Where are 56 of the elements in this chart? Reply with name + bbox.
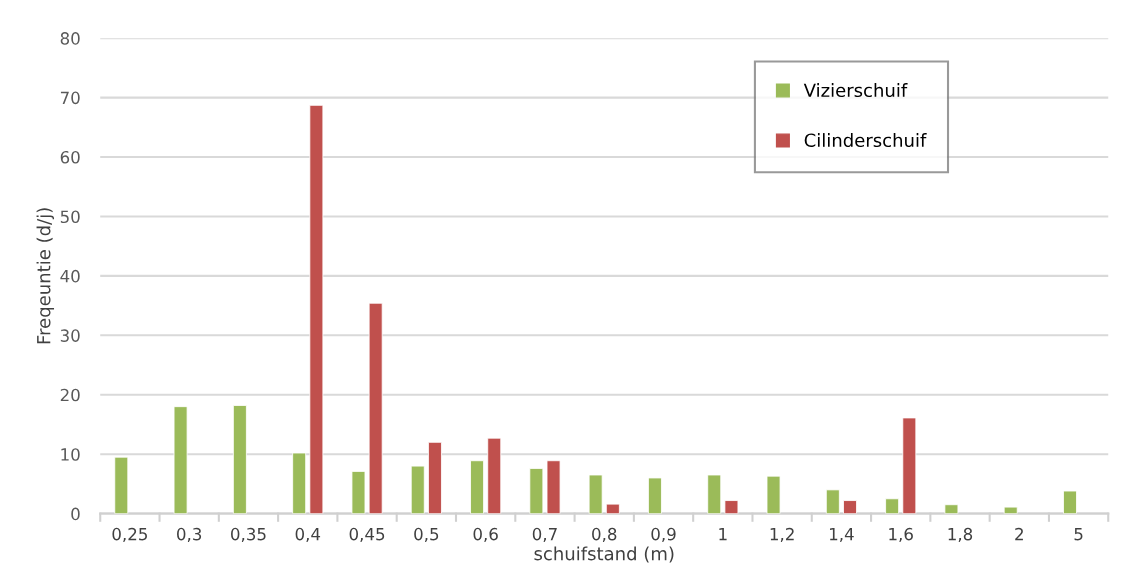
legend-label: Vizierschuif bbox=[803, 83, 908, 98]
y-tick-label: 30 bbox=[60, 329, 80, 342]
x-tick-label: 5 bbox=[1074, 528, 1083, 541]
x-tick-label: 0,7 bbox=[532, 527, 557, 543]
bar bbox=[470, 460, 484, 514]
bar bbox=[487, 437, 502, 514]
bar bbox=[605, 503, 620, 514]
bar bbox=[843, 500, 857, 514]
x-tick-label: 0,3 bbox=[177, 527, 202, 543]
x-tick-label: 0,9 bbox=[651, 527, 676, 543]
x-tick-label: 0,6 bbox=[473, 527, 498, 543]
bar bbox=[546, 460, 561, 514]
y-tick-label: 20 bbox=[60, 388, 80, 402]
bar bbox=[647, 477, 662, 514]
x-tick-label: 1,2 bbox=[770, 527, 794, 543]
bar bbox=[766, 475, 781, 514]
bar bbox=[368, 302, 383, 514]
y-tick-label: 70 bbox=[60, 91, 80, 105]
y-tick-label: 50 bbox=[60, 210, 80, 224]
x-tick-label: 2 bbox=[1015, 527, 1023, 541]
x-tick-label: 0,45 bbox=[349, 527, 385, 543]
bar bbox=[309, 104, 324, 514]
x-tick-label: 0,4 bbox=[295, 527, 321, 543]
bar bbox=[173, 406, 188, 514]
bar bbox=[944, 504, 959, 514]
bar bbox=[825, 489, 840, 514]
x-axis-title: schuifstand (m) bbox=[534, 546, 674, 563]
bar bbox=[1063, 490, 1077, 514]
bar bbox=[292, 452, 307, 514]
x-tick-label: 1 bbox=[719, 528, 727, 541]
y-tick-label: 0 bbox=[71, 507, 80, 521]
x-tick-label: 1,8 bbox=[948, 527, 973, 543]
bar bbox=[428, 441, 442, 514]
bar bbox=[410, 465, 425, 514]
bar bbox=[529, 468, 544, 514]
x-tick-label: 1,6 bbox=[889, 527, 913, 543]
bar bbox=[1003, 506, 1018, 514]
bar bbox=[902, 417, 917, 514]
x-tick-label: 0,5 bbox=[414, 527, 439, 543]
bar bbox=[232, 405, 247, 514]
y-tick-label: 40 bbox=[60, 269, 80, 283]
x-tick-label: 0,25 bbox=[112, 527, 147, 543]
bar bbox=[588, 474, 603, 514]
y-tick-label: 60 bbox=[60, 150, 80, 164]
y-tick-label: 10 bbox=[61, 448, 80, 461]
x-tick-label: 0,35 bbox=[231, 527, 266, 543]
legend-label: Cilinderschuif bbox=[804, 133, 927, 148]
y-tick-label: 80 bbox=[60, 32, 80, 45]
x-tick-label: 0,8 bbox=[592, 527, 617, 543]
bar bbox=[885, 498, 900, 514]
x-tick-label: 1,4 bbox=[830, 528, 854, 543]
bar bbox=[114, 456, 129, 514]
y-axis-title: Freqeuntie (d/j) bbox=[36, 208, 55, 344]
bar bbox=[707, 474, 722, 514]
bar bbox=[351, 471, 366, 514]
bar bbox=[724, 500, 739, 514]
